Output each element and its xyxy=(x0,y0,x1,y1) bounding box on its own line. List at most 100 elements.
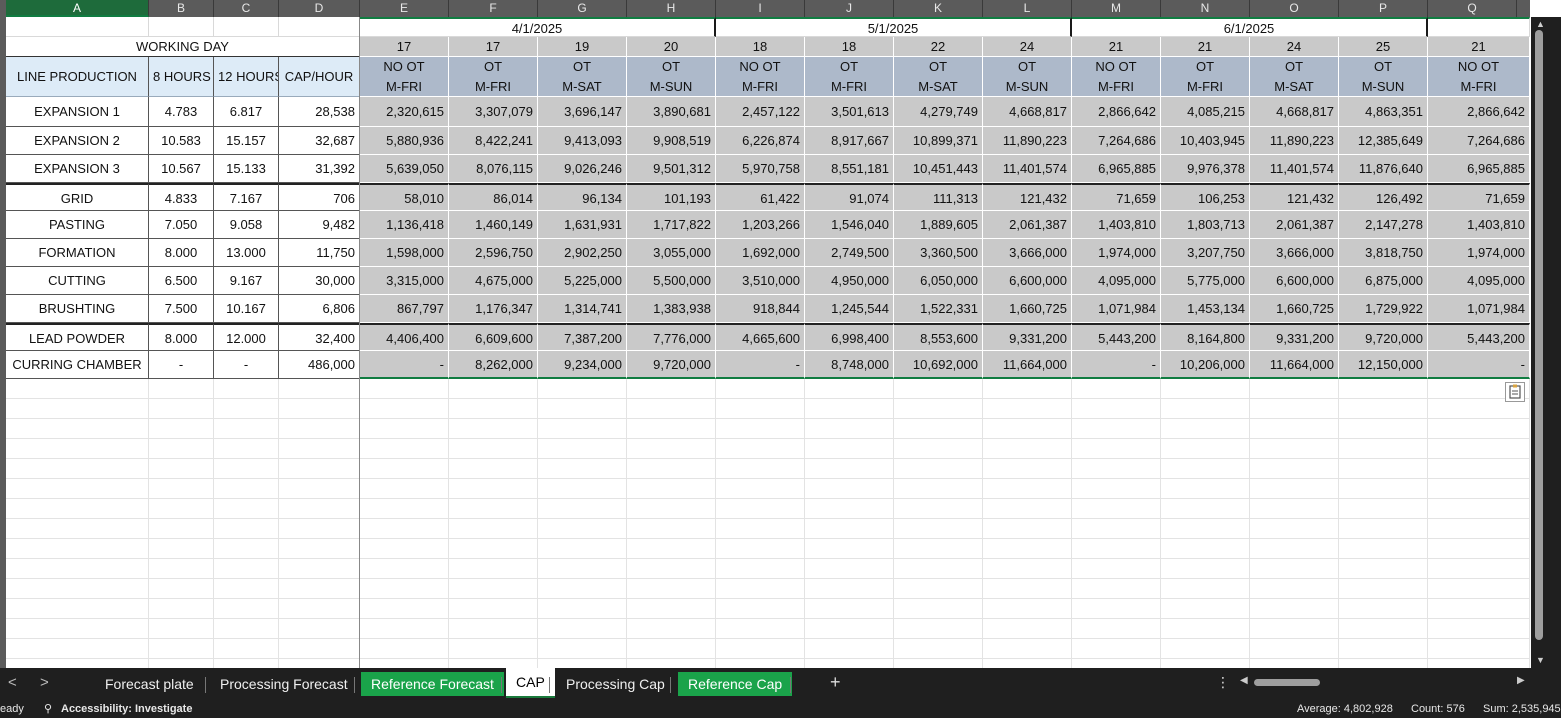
empty-cell[interactable] xyxy=(894,459,983,479)
empty-cell[interactable] xyxy=(360,379,449,399)
schedule-type[interactable]: M-FRI xyxy=(449,77,538,97)
empty-cell[interactable] xyxy=(1339,579,1428,599)
empty-cell[interactable] xyxy=(1072,559,1161,579)
empty-cell[interactable] xyxy=(716,519,805,539)
working-day-count[interactable]: 21 xyxy=(1072,37,1161,57)
empty-cell[interactable] xyxy=(360,659,449,668)
month-header[interactable]: 4/1/2025 xyxy=(360,17,716,37)
prev-sheet-icon[interactable]: < xyxy=(8,674,17,691)
capacity-value[interactable]: 2,902,250 xyxy=(538,239,627,267)
capacity-value[interactable]: 1,717,822 xyxy=(627,211,716,239)
empty-cell[interactable] xyxy=(983,419,1072,439)
empty-cell[interactable] xyxy=(1428,539,1530,559)
hours-8-value[interactable]: 6.500 xyxy=(149,267,214,295)
empty-cell[interactable] xyxy=(214,399,279,419)
empty-cell[interactable] xyxy=(538,439,627,459)
capacity-value[interactable]: 10,692,000 xyxy=(894,351,983,379)
capacity-value[interactable]: 1,314,741 xyxy=(538,295,627,323)
empty-cell[interactable] xyxy=(1339,559,1428,579)
empty-cell[interactable] xyxy=(1339,499,1428,519)
capacity-value[interactable]: 3,510,000 xyxy=(716,267,805,295)
month-header[interactable]: 6/1/2025 xyxy=(1072,17,1428,37)
empty-cell[interactable] xyxy=(894,619,983,639)
empty-cell[interactable] xyxy=(279,619,360,639)
empty-cell[interactable] xyxy=(214,659,279,668)
capacity-value[interactable]: 11,664,000 xyxy=(983,351,1072,379)
empty-cell[interactable] xyxy=(1339,599,1428,619)
capacity-value[interactable]: 126,492 xyxy=(1339,183,1428,211)
capacity-value[interactable]: 4,095,000 xyxy=(1072,267,1161,295)
line-name[interactable]: CURRING CHAMBER xyxy=(6,351,149,379)
column-header-e[interactable]: E xyxy=(360,0,449,17)
ot-type[interactable]: NO OT xyxy=(716,57,805,77)
empty-cell[interactable] xyxy=(1161,579,1250,599)
column-header-d[interactable]: D xyxy=(279,0,360,17)
cap-hour-value[interactable]: 486,000 xyxy=(279,351,360,379)
empty-cell[interactable] xyxy=(1339,419,1428,439)
empty-cell[interactable] xyxy=(894,539,983,559)
empty-cell[interactable] xyxy=(538,659,627,668)
empty-cell[interactable] xyxy=(983,579,1072,599)
empty-cell[interactable] xyxy=(627,439,716,459)
column-header-m[interactable]: M xyxy=(1072,0,1161,17)
capacity-value[interactable]: 1,546,040 xyxy=(805,211,894,239)
empty-cell[interactable] xyxy=(1428,579,1530,599)
empty-cell[interactable] xyxy=(449,479,538,499)
empty-cell[interactable] xyxy=(805,459,894,479)
empty-cell[interactable] xyxy=(538,559,627,579)
empty-cell[interactable] xyxy=(1428,599,1530,619)
capacity-value[interactable]: 1,692,000 xyxy=(716,239,805,267)
schedule-type[interactable]: M-FRI xyxy=(805,77,894,97)
capacity-value[interactable]: 111,313 xyxy=(894,183,983,211)
empty-cell[interactable] xyxy=(983,479,1072,499)
empty-cell[interactable] xyxy=(6,619,149,639)
column-header-a[interactable]: A xyxy=(6,0,149,17)
empty-cell[interactable] xyxy=(360,579,449,599)
empty-cell[interactable] xyxy=(360,599,449,619)
capacity-value[interactable]: 9,026,246 xyxy=(538,155,627,183)
tab-cap[interactable]: CAP xyxy=(506,668,555,698)
empty-cell[interactable] xyxy=(149,419,214,439)
empty-cell[interactable] xyxy=(894,579,983,599)
empty-cell[interactable] xyxy=(1072,439,1161,459)
ot-type[interactable]: NO OT xyxy=(360,57,449,77)
empty-cell[interactable] xyxy=(149,579,214,599)
capacity-value[interactable]: 6,998,400 xyxy=(805,323,894,351)
hours-8-value[interactable]: 8.000 xyxy=(149,323,214,351)
empty-cell[interactable] xyxy=(538,499,627,519)
ot-type[interactable]: OT xyxy=(627,57,716,77)
empty-cell[interactable] xyxy=(538,579,627,599)
column-header-g[interactable]: G xyxy=(538,0,627,17)
empty-cell[interactable] xyxy=(538,379,627,399)
capacity-value[interactable]: - xyxy=(716,351,805,379)
empty-cell[interactable] xyxy=(983,659,1072,668)
empty-cell[interactable] xyxy=(627,639,716,659)
cap-hour-value[interactable]: 30,000 xyxy=(279,267,360,295)
capacity-value[interactable]: 11,890,223 xyxy=(1250,127,1339,155)
capacity-value[interactable]: 8,551,181 xyxy=(805,155,894,183)
column-header-h[interactable]: H xyxy=(627,0,716,17)
capacity-value[interactable]: 6,600,000 xyxy=(983,267,1072,295)
capacity-value[interactable]: 1,631,931 xyxy=(538,211,627,239)
empty-cell[interactable] xyxy=(1250,639,1339,659)
empty-cell[interactable] xyxy=(149,439,214,459)
capacity-value[interactable]: 4,950,000 xyxy=(805,267,894,295)
empty-cell[interactable] xyxy=(805,499,894,519)
column-header-j[interactable]: J xyxy=(805,0,894,17)
empty-cell[interactable] xyxy=(214,639,279,659)
empty-cell[interactable] xyxy=(1250,579,1339,599)
empty-cell[interactable] xyxy=(360,459,449,479)
empty-cell[interactable] xyxy=(894,639,983,659)
empty-cell[interactable] xyxy=(538,639,627,659)
empty-cell[interactable] xyxy=(983,439,1072,459)
empty-cell[interactable] xyxy=(360,439,449,459)
capacity-value[interactable]: 4,863,351 xyxy=(1339,97,1428,127)
empty-cell[interactable] xyxy=(360,499,449,519)
capacity-value[interactable]: 11,664,000 xyxy=(1250,351,1339,379)
empty-cell[interactable] xyxy=(1072,459,1161,479)
empty-cell[interactable] xyxy=(279,659,360,668)
capacity-value[interactable]: 2,866,642 xyxy=(1072,97,1161,127)
empty-cell[interactable] xyxy=(1072,419,1161,439)
line-production-header[interactable]: LINE PRODUCTION xyxy=(6,57,149,97)
empty-cell[interactable] xyxy=(279,599,360,619)
